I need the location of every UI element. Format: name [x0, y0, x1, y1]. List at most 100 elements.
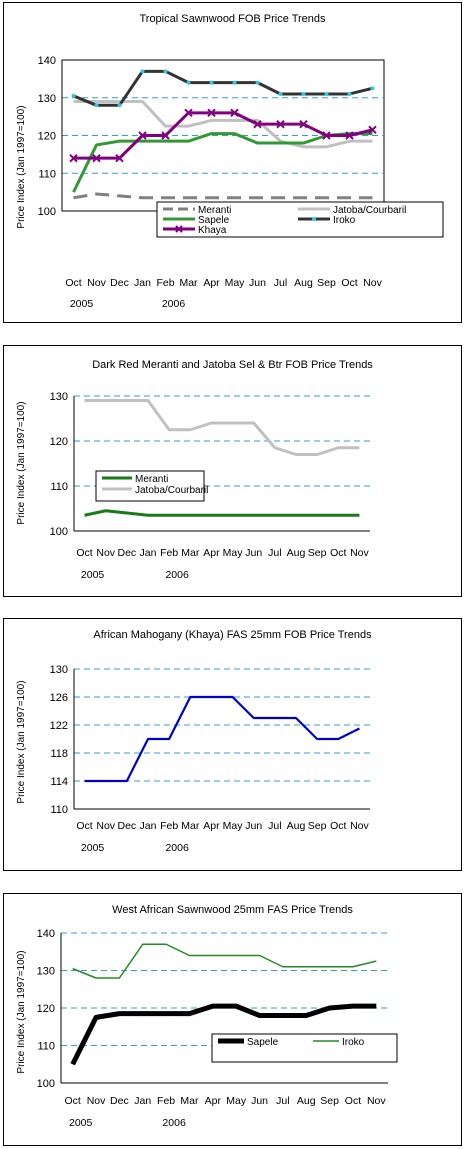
x-tick-label: Oct	[65, 1095, 81, 1107]
data-point	[163, 69, 168, 74]
x-tick-label: Sep	[317, 277, 336, 289]
legend-label: Meranti	[198, 205, 231, 216]
legend-label: Khaya	[198, 225, 227, 236]
chart-4-svg: 100 110 120 130 140 Price Index (Jan 1997=100…	[16, 928, 398, 1129]
x-tick-label: May	[223, 547, 244, 559]
year-label: 2005	[69, 1117, 93, 1129]
data-point	[255, 80, 260, 85]
series-line-sapele	[72, 132, 373, 193]
legend-marker	[175, 225, 183, 233]
chart-3-svg: 110 114 118 122 126 130 Price Index (Jan 1997=…	[16, 664, 370, 854]
y-tick-label: 110	[50, 481, 68, 493]
x-tick-label: Mar	[179, 277, 198, 289]
data-point	[276, 119, 285, 129]
y-tick-label: 126	[50, 692, 68, 704]
legend-box	[95, 470, 205, 502]
year-label: 2005	[81, 842, 105, 854]
year-label: 2006	[165, 569, 189, 581]
y-tick-label: 130	[50, 391, 68, 403]
x-tick-label: Apr	[203, 277, 220, 289]
x-tick-label: Nov	[350, 547, 369, 559]
y-axis-label: Price Index (Jan 1997=100)	[16, 105, 27, 228]
x-tick-label: Sep	[308, 547, 327, 559]
x-tick-label: Oct	[76, 547, 92, 559]
x-tick-label: Jan	[134, 1095, 151, 1107]
data-point	[322, 131, 331, 140]
y-tick-label: 140	[38, 55, 56, 67]
x-tick-label: Apr	[203, 820, 220, 832]
x-tick-label: Dec	[110, 1095, 129, 1107]
y-tick-label: 130	[37, 966, 55, 978]
data-point	[345, 131, 354, 140]
y-tick-label: 140	[37, 928, 55, 940]
series-line-jatoba-courbaril	[84, 399, 360, 456]
y-axis-label: Price Index (Jan 1997=100)	[16, 401, 27, 524]
data-point	[186, 80, 191, 85]
y-tick-label: 120	[50, 436, 68, 448]
data-point	[230, 108, 239, 118]
data-point	[140, 69, 145, 74]
y-tick-label: 122	[50, 720, 68, 732]
x-tick-label: Nov	[96, 820, 115, 832]
legend-label: Jatoba/Courbaril	[333, 205, 406, 216]
x-tick-label: Mar	[181, 547, 200, 559]
data-point	[184, 108, 193, 118]
data-point	[301, 91, 306, 96]
chart-title-2: Dark Red Meranti and Jatoba Sel & Btr FO…	[92, 359, 373, 371]
x-tick-label: Oct	[330, 547, 346, 559]
chart-2-svg: 100 110 120 130 Price Index (Jan 1997=100) Oc…	[16, 391, 370, 581]
data-point	[370, 86, 375, 91]
y-tick-label: 120	[37, 1003, 55, 1015]
data-point	[117, 103, 122, 108]
x-tick-label: Nov	[363, 277, 382, 289]
x-tick-label: Mar	[181, 820, 200, 832]
x-tick-label: Nov	[350, 820, 369, 832]
x-tick-label: Jan	[140, 547, 157, 559]
series-line-iroko	[72, 943, 377, 979]
data-point	[71, 93, 76, 98]
legend-label: Iroko	[333, 215, 356, 226]
series-line-sapele	[70, 1003, 377, 1066]
x-tick-label: Jan	[140, 820, 157, 832]
x-tick-label: Feb	[160, 547, 178, 559]
y-tick-label: 118	[50, 748, 68, 760]
data-point	[69, 153, 78, 163]
x-tick-label: Apr	[205, 1095, 222, 1107]
data-point	[92, 153, 101, 163]
x-tick-label: May	[223, 820, 244, 832]
x-tick-label: Oct	[330, 820, 346, 832]
chart-panel-3: African Mahogany (Khaya) FAS 25mm FOB Pr…	[3, 618, 462, 871]
data-point	[253, 119, 262, 129]
year-label: 2006	[165, 842, 189, 854]
data-point	[94, 103, 99, 108]
data-point	[278, 91, 283, 96]
legend-label: Iroko	[342, 1037, 365, 1048]
y-tick-label: 110	[50, 804, 68, 816]
chart-title-4: West African Sawnwood 25mm FAS Price Tre…	[112, 904, 353, 916]
data-point	[207, 108, 216, 118]
x-tick-label: Jun	[249, 277, 266, 289]
data-point	[161, 131, 170, 140]
x-tick-label: Jun	[245, 820, 262, 832]
y-axis-label: Price Index (Jan 1997=100)	[16, 680, 27, 803]
x-tick-label: Nov	[367, 1095, 386, 1107]
x-tick-label: Nov	[96, 547, 115, 559]
legend-box	[211, 1033, 398, 1063]
x-tick-label: Jan	[134, 277, 151, 289]
x-tick-label: Nov	[87, 277, 106, 289]
x-tick-label: Feb	[156, 277, 174, 289]
x-tick-label: Aug	[294, 277, 313, 289]
x-tick-label: Nov	[87, 1095, 106, 1107]
data-point	[368, 125, 377, 135]
y-tick-label: 130	[38, 93, 56, 105]
x-tick-label: Sep	[320, 1095, 339, 1107]
x-tick-label: Apr	[203, 547, 220, 559]
x-tick-label: Dec	[118, 820, 137, 832]
chart-panel-2: Dark Red Meranti and Jatoba Sel & Btr FO…	[3, 345, 462, 597]
x-tick-label: Jul	[276, 1095, 289, 1107]
chart-title-1: Tropical Sawnwood FOB Price Trends	[139, 13, 326, 25]
data-point	[138, 131, 147, 140]
legend-label: Meranti	[135, 474, 168, 485]
x-tick-label: Feb	[160, 820, 178, 832]
chart-1-svg: 100 110 120 130 140 Price Index (Jan 1997=100…	[16, 55, 444, 310]
